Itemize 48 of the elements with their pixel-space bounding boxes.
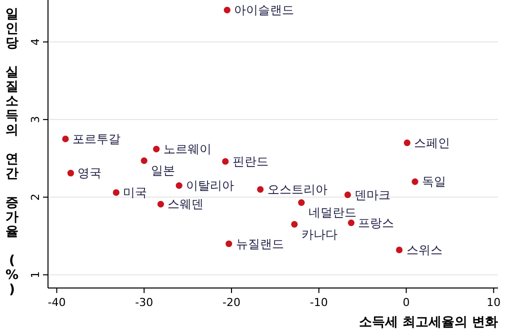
annotation: 스위스 [406,242,442,257]
point [404,140,410,146]
point [67,170,74,176]
annotation: 미국 [123,186,148,200]
annotation: 핀란드 [232,154,268,168]
annotation: 영국 [78,166,102,180]
annotation: 독일 [422,174,446,189]
point [62,136,69,142]
annotation: 네덜란드 [308,206,356,220]
annotation: 노르웨이 [163,142,212,156]
x-tick-label: -40 [48,296,66,309]
y-tick-label: 2 [29,194,42,201]
annotation: 덴마크 [354,188,391,202]
x-tick-label: -30 [135,296,154,309]
point [257,186,264,193]
point [140,157,148,164]
text: 일인당 실질소득의 연간 증가율 (%) [5,7,19,298]
annotation: 아이슬랜드 [234,3,294,18]
x-axis-title: 소득세 최고세율의 변화 [358,315,498,330]
point [224,6,230,14]
annotation: 프랑스 [358,216,394,230]
x-tick-label: -20 [222,296,240,309]
point [298,199,305,206]
y-tick-label: 3 [29,116,42,124]
annotation: 스페인 [414,136,450,150]
point [112,189,120,196]
annotation: 이탈리아 [186,178,234,193]
x-tick-label: -10 [310,296,328,309]
y-tick-label: 4 [29,38,42,46]
point [176,182,182,189]
point [291,221,298,228]
point [157,200,164,208]
annotation: 스웨덴 [168,197,204,212]
point [344,192,352,198]
point [226,240,232,248]
annotation: 포르투갈 [72,132,120,146]
point [348,219,355,226]
point [412,178,418,185]
x-tick-label: 0 [402,296,410,309]
point [396,246,403,254]
annotation: 오스트리아 [267,182,328,196]
point [153,146,160,152]
annotation: 뉴질랜드 [236,236,284,251]
annotation: 일본 [151,164,176,178]
point [222,158,229,165]
y-tick-label: 1 [29,271,42,278]
x-tick-label: 10 [486,296,501,309]
annotation: 카나다 [301,227,338,242]
